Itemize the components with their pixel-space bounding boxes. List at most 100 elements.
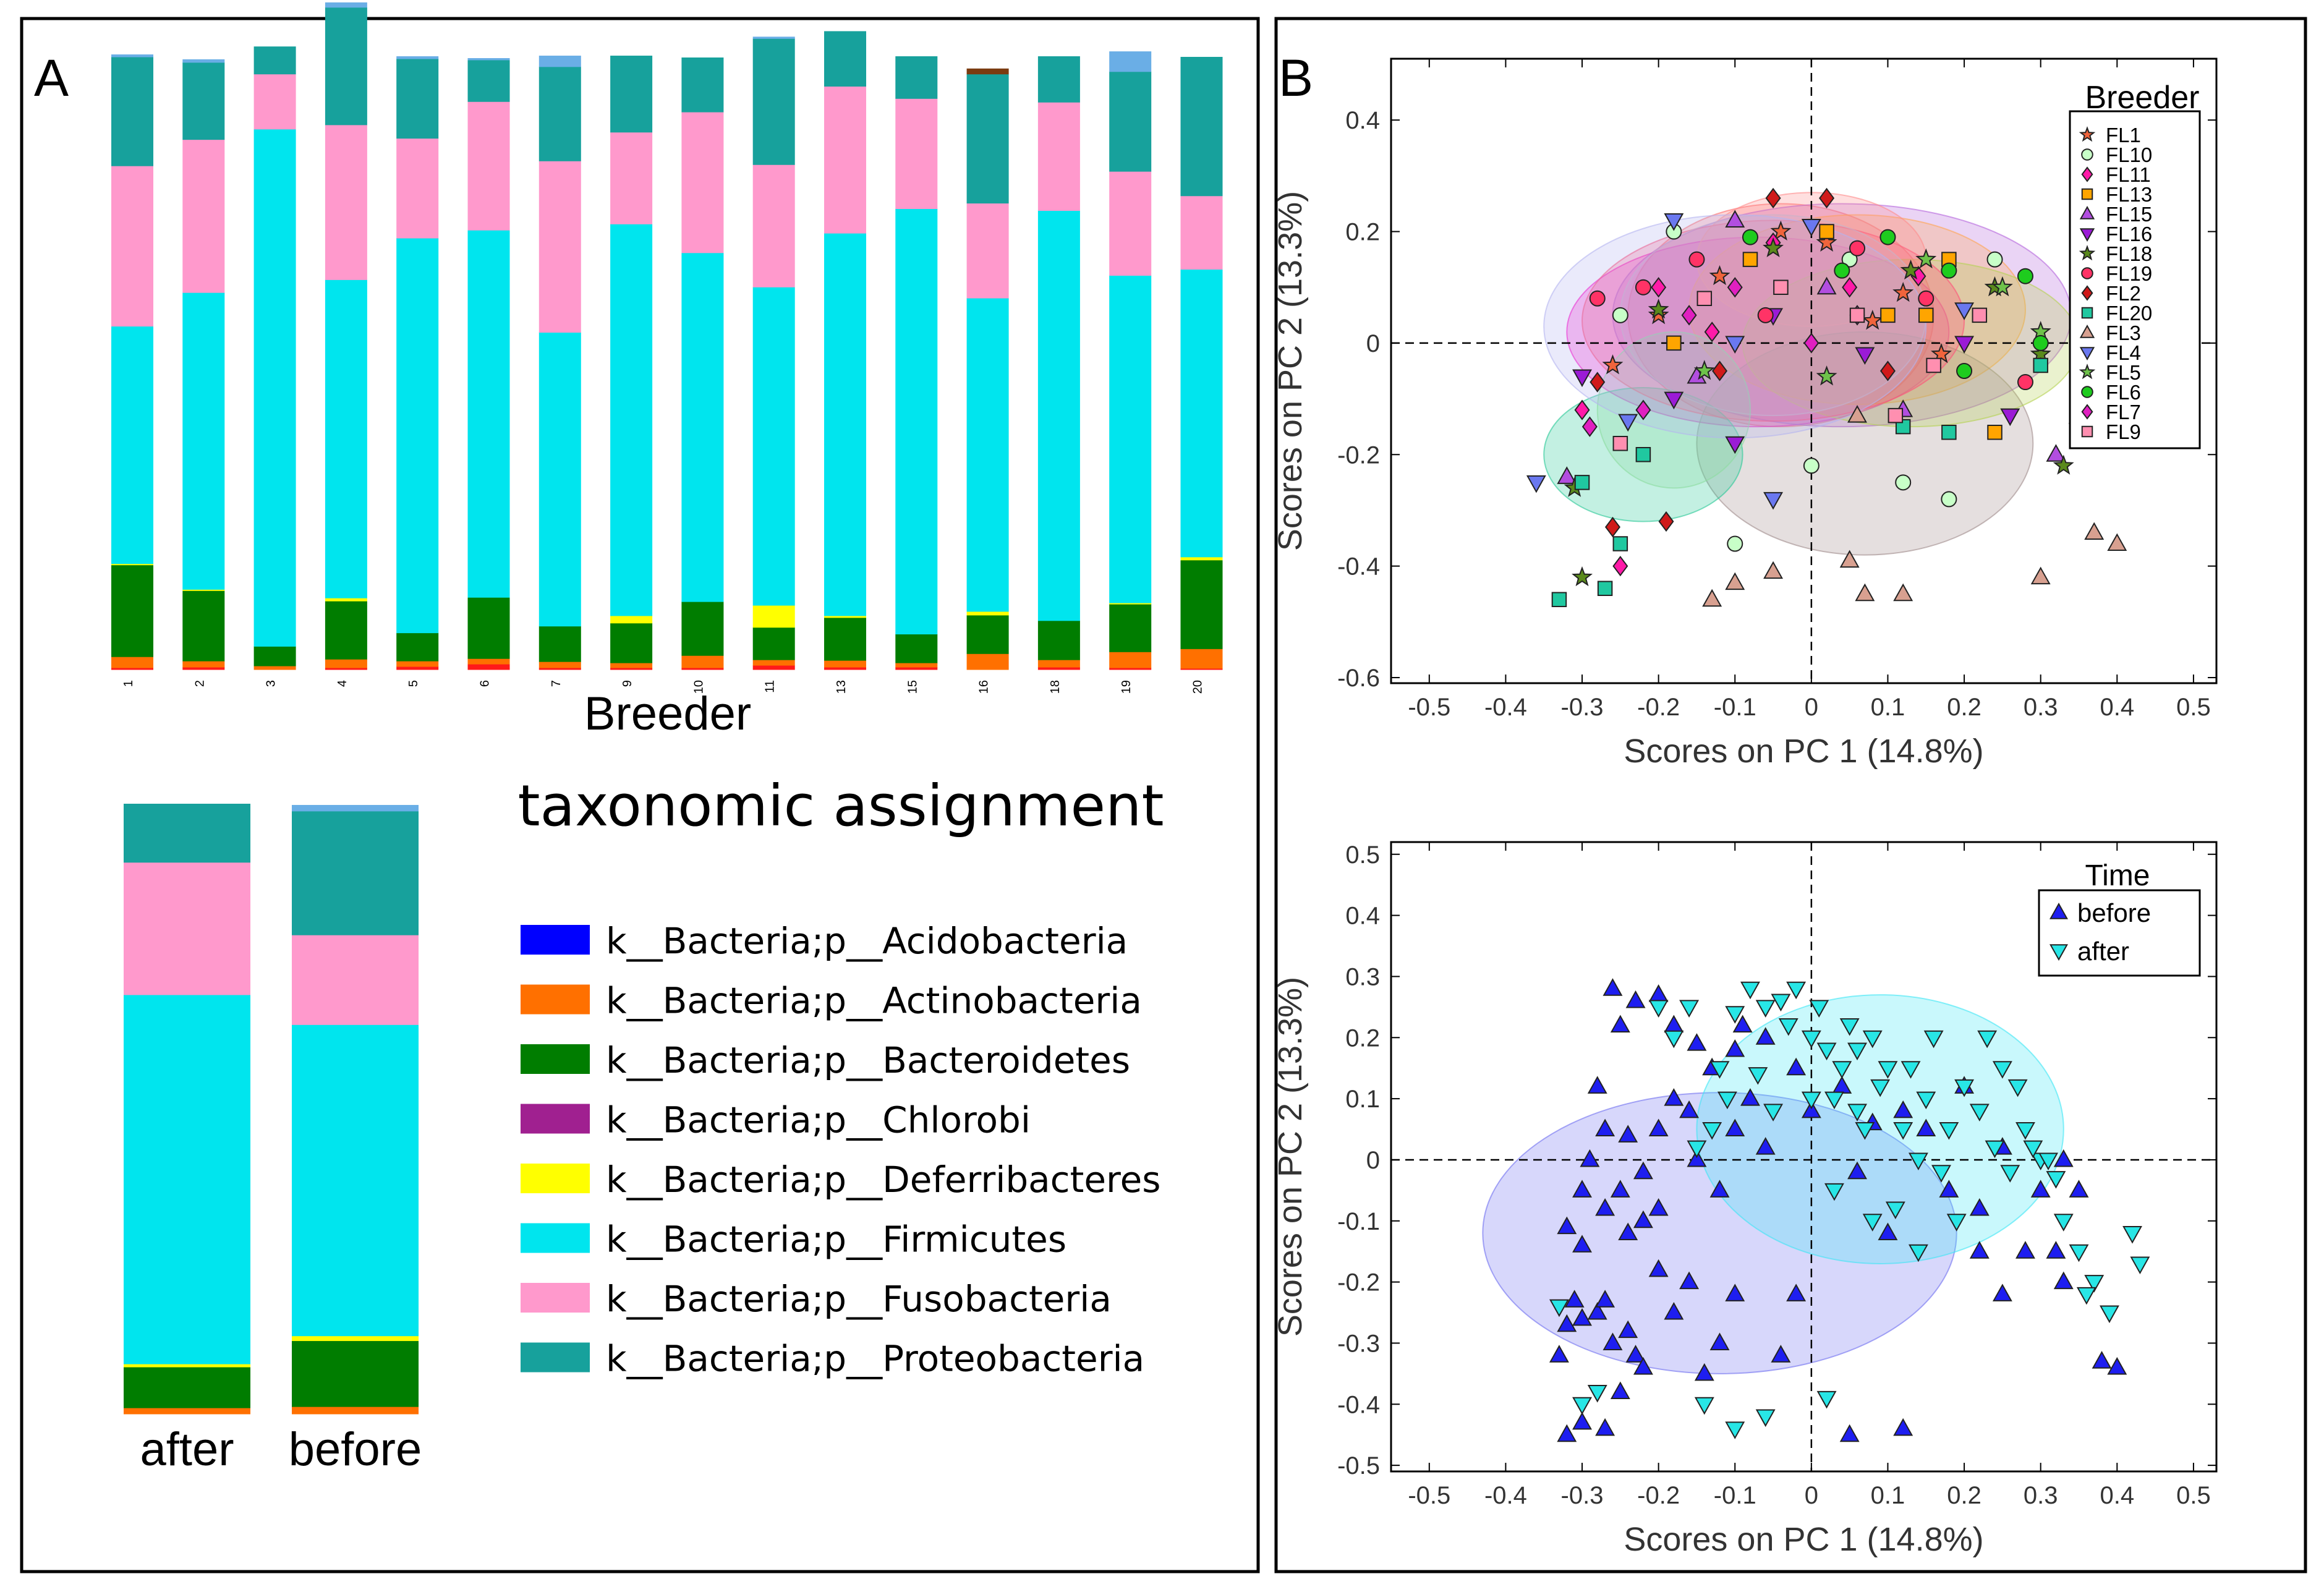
x-tick-label: -0.5 — [1408, 694, 1450, 721]
scatter-point — [1610, 1015, 1630, 1032]
scatter-point — [1709, 1061, 1730, 1079]
scatter-point — [1687, 1033, 1707, 1051]
scatter-point — [1918, 307, 1934, 323]
bar-category-label: 1 — [122, 680, 135, 687]
bar-segment — [824, 667, 866, 670]
legend-entry-label: FL3 — [2106, 321, 2141, 344]
bar-segment — [325, 598, 367, 602]
scatter-point — [1849, 307, 1865, 323]
scatter-point — [2130, 1256, 2150, 1275]
scatter-point — [2046, 444, 2066, 462]
breeder-bar-chart: 1 2 3 4 5 6 7 9 10 11 13 15 16 18 19 20 — [111, 2, 1223, 694]
scatter-point — [1648, 1259, 1669, 1277]
scatter-point — [1755, 1027, 1776, 1045]
scatter-point — [2099, 1305, 2119, 1324]
bar-segment — [1180, 195, 1223, 270]
y-tick-label: -0.2 — [1337, 441, 1380, 469]
scatter-point — [1862, 309, 1883, 330]
stacked-bar — [396, 56, 439, 670]
scatter-point — [1849, 240, 1866, 257]
scatter-point — [2092, 1351, 2112, 1369]
scatter-point — [1879, 229, 1896, 245]
x-tick-label: 0.1 — [1871, 1482, 1905, 1509]
panel-a-label: A — [34, 49, 69, 107]
scatter-point — [1557, 1314, 1577, 1332]
bar-segment — [396, 238, 439, 634]
bar-segment — [752, 665, 795, 670]
scatter-point — [1748, 1067, 1768, 1085]
scatter-point — [1595, 1198, 1615, 1216]
scatter-point — [1581, 416, 1598, 437]
legend-entry-label: FL10 — [2106, 143, 2152, 166]
bar-segment — [325, 601, 367, 660]
legend-swatch — [521, 1104, 590, 1134]
scatter-point — [1755, 1000, 1776, 1018]
bar-category-label: 18 — [1049, 680, 1062, 694]
scatter-point — [1603, 1332, 1623, 1350]
scatter-point — [1725, 1118, 1745, 1137]
bar-segment — [182, 59, 225, 63]
legend-item: k__Bacteria;p__Chlorobi — [521, 1099, 1031, 1141]
scatter-point — [1587, 1385, 1607, 1403]
stacked-bar — [538, 56, 581, 670]
bar-segment — [538, 161, 581, 333]
bar-segment — [111, 564, 153, 657]
scatter-point — [1986, 251, 2003, 268]
y-tick-label: 0.5 — [1345, 841, 1380, 869]
stacked-bar — [824, 31, 866, 670]
scatter-point — [1574, 399, 1590, 420]
bar-segment — [752, 164, 795, 287]
stacked-bar — [681, 57, 724, 670]
scatter-point — [1773, 279, 1789, 295]
bar-segment — [752, 287, 795, 606]
scatter-point — [1900, 259, 1922, 280]
scatter-point — [1816, 1390, 1837, 1409]
legend-title: Time — [2085, 859, 2150, 892]
bar-segment — [1037, 56, 1080, 103]
scatter-point — [1664, 213, 1684, 231]
x-tick-label: 0.3 — [2024, 1482, 2058, 1509]
bar-segment — [681, 252, 724, 602]
x-axis-label: Scores on PC 1 (14.8%) — [1624, 1521, 1983, 1558]
scatter-point — [2076, 1287, 2096, 1305]
scatter-point — [1702, 589, 1722, 607]
scatter-point — [1819, 224, 1834, 239]
scatter-point — [1694, 1363, 1714, 1381]
bar-segment — [467, 658, 510, 665]
scatter-point — [1801, 219, 1821, 237]
legend-entry-label: before — [2077, 898, 2151, 927]
scatter-point — [1618, 1125, 1638, 1143]
scatter-point — [1725, 1006, 1745, 1024]
scatter-point — [1816, 365, 1837, 386]
x-tick-label: -0.2 — [1637, 694, 1680, 721]
scatter-point — [1648, 1198, 1669, 1216]
scatter-point — [1847, 1161, 1867, 1180]
bar-segment — [681, 655, 724, 668]
scatter-point — [1839, 550, 1860, 568]
bar-segment — [1109, 171, 1152, 276]
scatter-point — [1819, 187, 1835, 209]
scatter-point — [1612, 555, 1628, 577]
scatter-point — [1679, 1271, 1700, 1290]
panel-b-label: B — [1279, 49, 1313, 107]
bar-segment — [610, 615, 653, 624]
bar-segment — [325, 7, 367, 126]
scatter-point — [2107, 1356, 2127, 1375]
scatter-point — [1651, 277, 1667, 298]
bar-segment — [895, 634, 938, 663]
scatter-point — [2081, 267, 2093, 279]
bar-segment — [610, 224, 653, 616]
scatter-point — [1549, 1345, 1569, 1363]
scatter-point — [1725, 436, 1745, 454]
bar-segment — [253, 646, 296, 666]
x-axis-label: Scores on PC 1 (14.8%) — [1624, 733, 1983, 770]
scatter-point — [1709, 265, 1730, 286]
scatter-point — [1725, 336, 1745, 354]
scatter-point — [1786, 981, 1807, 1000]
scatter-point — [1610, 1381, 1630, 1400]
bar-segment — [966, 615, 1009, 654]
scatter-point — [2079, 347, 2095, 361]
legend-item: k__Bacteria;p__Bacteroidetes — [521, 1039, 1130, 1081]
scatter-point — [1771, 994, 1791, 1012]
scatter-point — [1740, 1088, 1760, 1106]
